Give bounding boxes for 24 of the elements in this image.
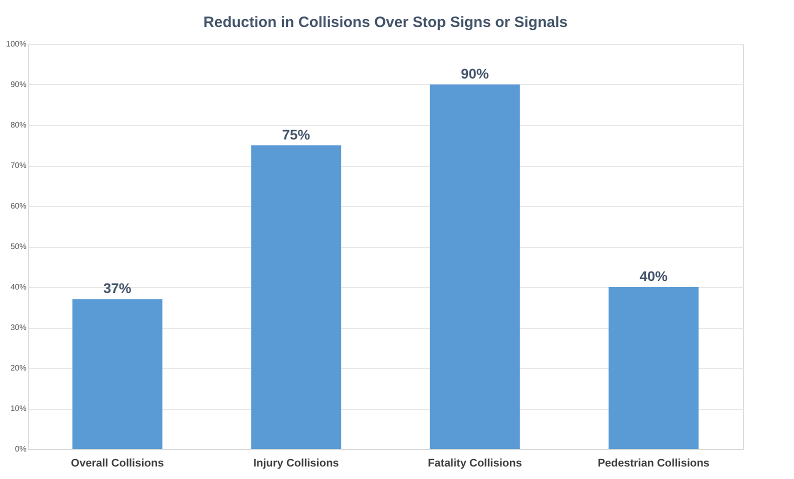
y-tick-label: 20%	[10, 364, 26, 372]
bar	[430, 84, 520, 449]
x-tick-label: Injury Collisions	[253, 458, 339, 470]
y-tick-label: 40%	[10, 282, 26, 292]
bar	[251, 145, 342, 449]
chart-title: Reduction in Collisions Over Stop Signs or Signals	[203, 14, 568, 31]
y-tick-label: 30%	[10, 323, 26, 332]
x-tick-label: Overall Collisions	[70, 458, 164, 470]
bar	[72, 299, 162, 449]
y-tick-label: 80%	[10, 120, 26, 130]
data-label: 90%	[460, 66, 490, 82]
y-tick-label: 10%	[10, 404, 26, 413]
x-tick-label: Fatality Collisions	[428, 458, 522, 470]
y-tick-label: 90%	[10, 80, 26, 89]
y-tick-label: 100%	[6, 40, 26, 48]
x-tick-label: Pedestrian Collisions	[598, 458, 710, 470]
y-tick-label: 50%	[10, 242, 26, 251]
data-label: 40%	[640, 268, 668, 284]
y-tick-label: 60%	[10, 202, 26, 210]
data-label: 37%	[103, 280, 132, 296]
bar	[608, 287, 699, 449]
y-tick-label: 70%	[10, 161, 26, 170]
y-tick-label: 0%	[14, 444, 26, 454]
data-label: 75%	[282, 126, 311, 142]
